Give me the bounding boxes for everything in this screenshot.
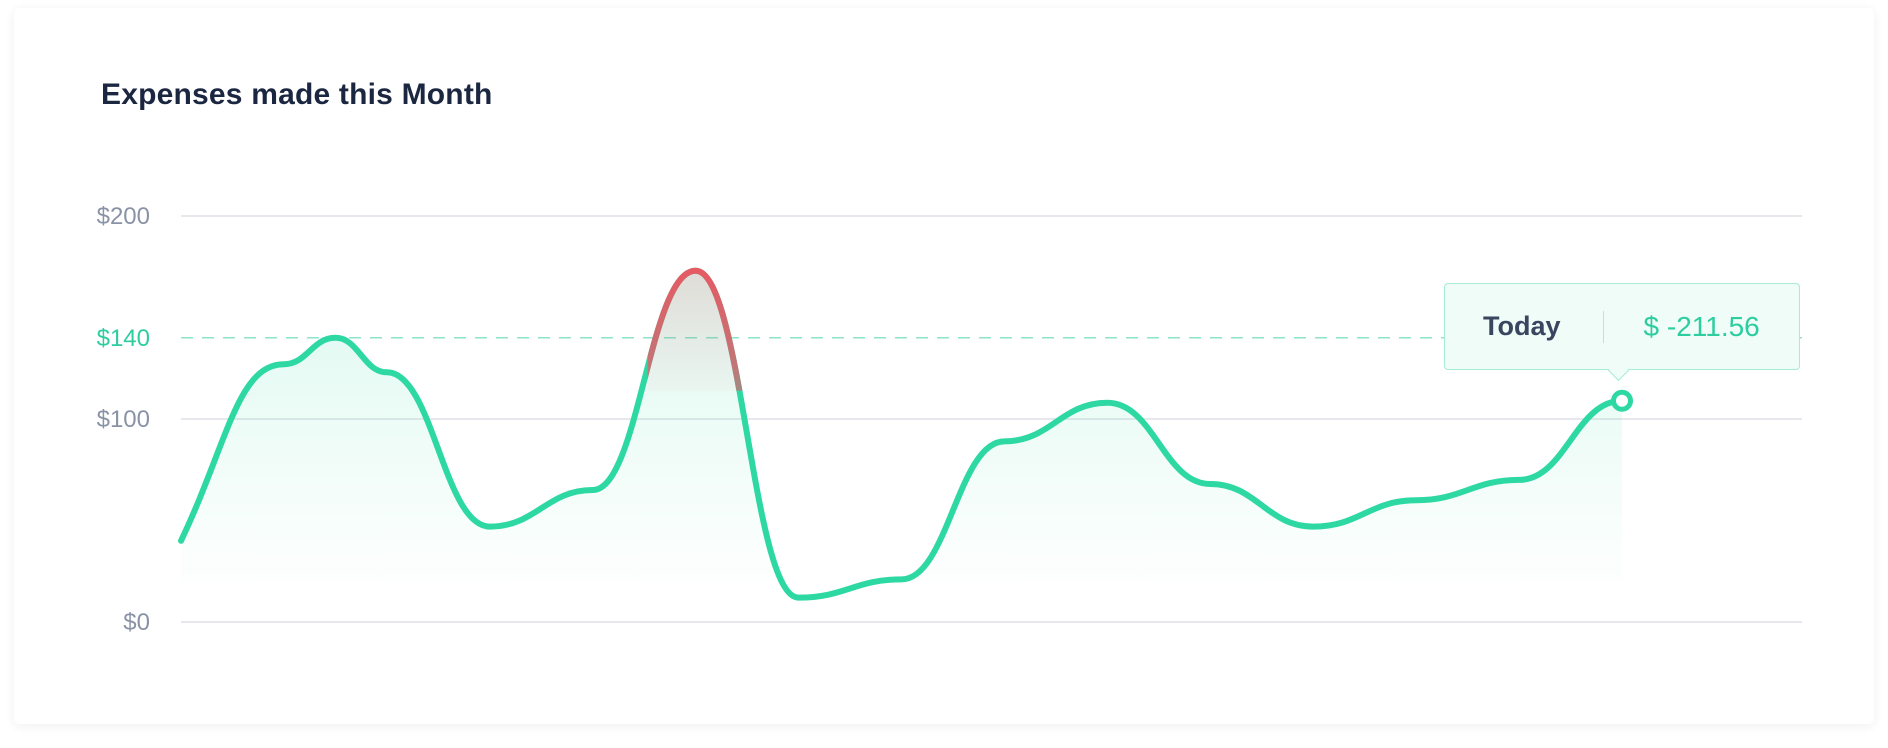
line-layer — [178, 267, 1625, 601]
data-point-8 — [899, 576, 905, 582]
y-tick-label-140: $140 — [97, 325, 150, 352]
tooltip-label: Today — [1483, 311, 1561, 341]
data-point-9 — [1001, 438, 1007, 444]
data-point-1 — [281, 361, 287, 367]
data-point-0 — [178, 538, 184, 544]
area-layer — [181, 270, 1622, 598]
y-tick-label-200: $200 — [97, 203, 150, 230]
data-point-5 — [590, 487, 596, 493]
today-tooltip: Today $ -211.56 — [1444, 283, 1800, 370]
tooltip-value: $ -211.56 — [1643, 310, 1760, 342]
data-point-6 — [693, 268, 699, 274]
chart-title: Expenses made this Month — [101, 78, 493, 111]
data-point-2 — [332, 335, 338, 341]
y-tick-label-0: $0 — [123, 609, 150, 636]
today-point-marker — [1611, 389, 1633, 412]
marker-layer — [178, 268, 1633, 601]
series-area — [181, 270, 1622, 598]
y-tick-label-100: $100 — [97, 406, 150, 433]
data-point-12 — [1310, 524, 1316, 530]
data-point-13 — [1413, 497, 1419, 503]
series-line — [178, 267, 1625, 601]
data-point-3 — [384, 369, 390, 375]
data-point-4 — [487, 524, 493, 530]
data-point-14 — [1516, 477, 1522, 483]
y-axis-labels: $0 $100 $140 $200 — [97, 203, 150, 636]
data-point-10 — [1104, 400, 1110, 406]
data-point-11 — [1207, 481, 1213, 487]
tooltip-divider — [1602, 310, 1604, 343]
data-point-7 — [796, 595, 802, 601]
